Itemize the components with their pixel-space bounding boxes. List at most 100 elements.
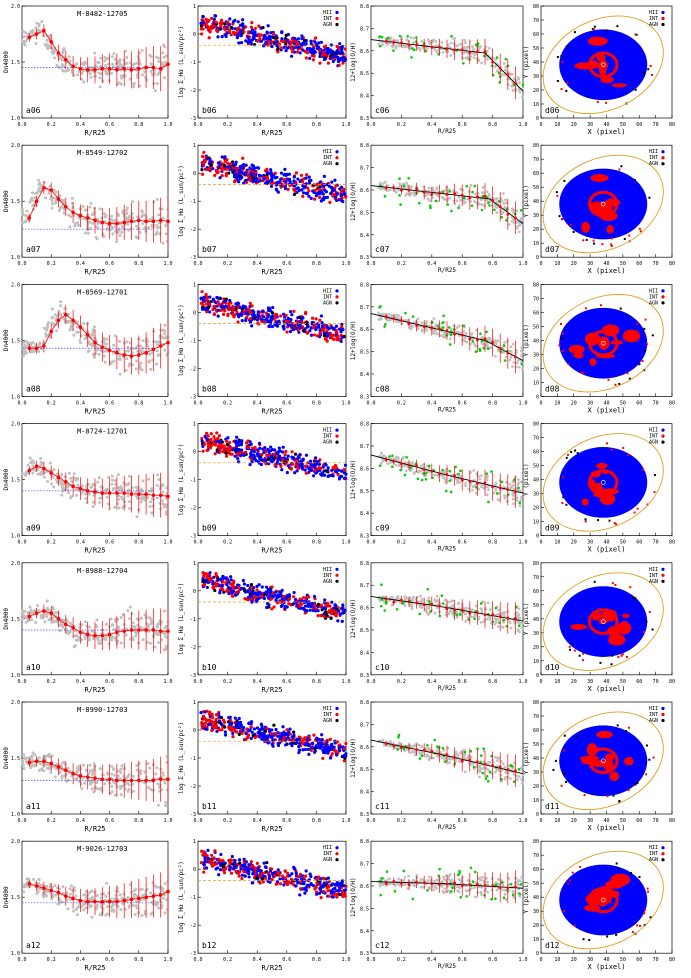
data-point-gray (462, 46, 466, 49)
data-point-gray (117, 81, 121, 85)
binned-point (64, 205, 68, 209)
data-point-green (427, 464, 431, 468)
spaxel-point (287, 178, 291, 182)
spaxel-point (220, 302, 224, 306)
data-point-gray (23, 43, 27, 47)
binned-point (158, 66, 163, 71)
data-point-gray (148, 352, 152, 356)
spaxel-point (201, 161, 206, 165)
spaxel-point (246, 445, 251, 450)
data-point-gray (517, 77, 521, 81)
data-point-gray (109, 362, 113, 366)
binned-point (468, 51, 472, 55)
data-point-gray (403, 44, 407, 48)
data-point-gray (502, 73, 506, 77)
x-tick-label: 0.4 (253, 261, 262, 267)
edge-spaxel (626, 372, 629, 375)
spaxel-point (318, 332, 322, 336)
data-point-gray (113, 505, 117, 509)
data-point-gray (103, 215, 107, 219)
edge-spaxel (647, 68, 650, 71)
spaxel-point (284, 449, 288, 454)
y-tick-label: 1 (193, 422, 196, 428)
panel-label: b08 (202, 384, 217, 393)
x-tick-label: 0.0 (193, 261, 202, 267)
y-tick-label: 0 (193, 310, 196, 316)
spaxel-point (334, 184, 338, 188)
spaxel-point (256, 454, 260, 458)
x-tick-label: 10 (554, 400, 560, 406)
y-tick-label: 50 (533, 46, 539, 52)
binned-point (64, 480, 68, 484)
binned-point (476, 338, 479, 342)
binned-point (422, 468, 426, 471)
data-point-gray (40, 20, 44, 24)
data-point-green (478, 349, 482, 352)
spaxel-point (215, 448, 219, 452)
spaxel-point (285, 38, 289, 42)
y-tick-label: 2.0 (11, 282, 20, 288)
spaxel-point (228, 17, 232, 21)
spaxel-point (244, 180, 249, 184)
x-tick-label: 0.4 (76, 122, 85, 128)
spaxel-point (281, 445, 285, 449)
data-point-gray (512, 502, 516, 506)
data-point-gray (96, 222, 100, 226)
data-point-gray (156, 353, 160, 357)
data-point-green (448, 469, 452, 473)
spaxel-point (226, 161, 230, 165)
binned-point (100, 491, 105, 495)
spaxel-point (290, 461, 294, 466)
data-point-gray (148, 616, 152, 620)
data-point-gray (48, 184, 52, 188)
x-tick-label: 0.8 (134, 261, 143, 267)
spaxel-point (298, 51, 302, 55)
spaxel-point (308, 47, 312, 51)
binned-point (27, 468, 32, 473)
edge-spaxel (644, 318, 647, 321)
binned-point (122, 491, 126, 495)
spaxel-point (225, 443, 230, 447)
edge-spaxel (651, 74, 654, 77)
data-point-gray (91, 500, 95, 504)
y-tick-label: -1 (190, 199, 196, 205)
spaxel-point (199, 24, 204, 28)
binned-point (453, 48, 456, 52)
spaxel-point (322, 57, 327, 62)
spaxel-point (320, 53, 324, 57)
data-point-gray (504, 198, 507, 202)
spaxel-point (232, 173, 237, 177)
binned-point (122, 66, 126, 71)
data-point-gray (52, 468, 56, 472)
spaxel-point (303, 464, 308, 468)
spaxel-point (288, 310, 293, 314)
edge-spaxel (570, 450, 573, 453)
spaxel-point (314, 36, 318, 40)
spaxel-point (262, 177, 266, 181)
edge-spaxel (597, 519, 600, 522)
data-point-gray (124, 217, 128, 221)
spaxel-point (220, 35, 224, 39)
data-point-green (399, 203, 402, 206)
spaxel-point (207, 36, 211, 40)
binned-point (64, 312, 68, 317)
x-tick-label: 0.6 (282, 261, 291, 267)
data-point-gray (89, 75, 93, 79)
spaxel-point (266, 447, 270, 452)
data-point-gray (480, 61, 484, 65)
spaxel-point (306, 186, 310, 190)
y-tick-label: 8.8 (360, 422, 369, 428)
x-tick-label: 70 (653, 261, 659, 267)
spaxel-point (227, 165, 231, 169)
data-point-gray (422, 463, 426, 467)
y-tick-label: 70 (533, 18, 539, 24)
data-point-gray (448, 337, 452, 341)
spaxel-point (308, 56, 312, 60)
data-point-gray (162, 43, 166, 47)
y-tick-label: 20 (533, 227, 539, 233)
data-point-gray (431, 39, 435, 43)
data-point-gray (483, 486, 487, 490)
data-point-gray (509, 355, 513, 359)
y-tick-label: 8.4 (360, 94, 369, 100)
data-point-gray (111, 232, 115, 236)
